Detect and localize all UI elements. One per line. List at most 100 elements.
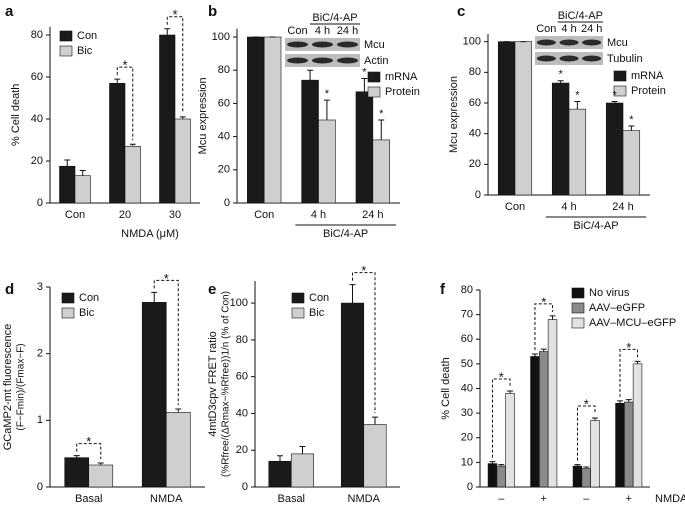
- bar: [75, 176, 91, 203]
- bar: [60, 166, 76, 203]
- error-bar: [532, 354, 538, 356]
- y-tick-label: 100: [463, 36, 481, 48]
- significance: *: [626, 340, 631, 355]
- y-tick-label: 1: [37, 414, 43, 426]
- bar: [624, 402, 633, 487]
- error-bar: [361, 79, 367, 92]
- error-bar: [372, 417, 378, 424]
- blot-band: [337, 42, 358, 48]
- error-bar: [175, 409, 181, 412]
- y-tick-label: 60: [218, 97, 230, 109]
- y-tick-label: 60: [236, 371, 248, 383]
- legend-swatch: [60, 46, 72, 56]
- significance: *: [584, 396, 589, 411]
- legend-label: mRNA: [631, 70, 664, 82]
- error-bar: [507, 391, 513, 393]
- y-tick-label: 80: [236, 334, 248, 346]
- y-axis-label: % Cell death: [10, 84, 22, 146]
- blot-band: [312, 58, 333, 64]
- legend-swatch: [572, 303, 584, 313]
- x-tick-label: NMDA: [150, 493, 183, 505]
- bar: [623, 131, 640, 195]
- bar: [89, 465, 113, 487]
- blot-band: [582, 40, 601, 46]
- error-bar: [64, 160, 70, 166]
- y-tick-label: 20: [31, 155, 43, 167]
- x-axis-label: NMDA: [655, 493, 685, 505]
- error-bar: [350, 285, 356, 303]
- x-tick-label: Con: [505, 201, 525, 213]
- blot-band: [559, 40, 578, 46]
- error-bar: [114, 79, 120, 83]
- significance: *: [361, 263, 366, 278]
- bar: [515, 42, 532, 195]
- bar: [552, 83, 569, 195]
- x-tick-label: 4 h: [561, 201, 576, 213]
- panel-label: d: [5, 281, 14, 298]
- bar: [110, 83, 126, 203]
- y-tick-label: 60: [31, 71, 43, 83]
- error-bar: [164, 29, 170, 35]
- panel-label: e: [208, 281, 216, 298]
- y-tick-label: 40: [236, 407, 248, 419]
- x-tick-label: 24 h: [362, 209, 383, 221]
- error-bar: [130, 144, 136, 146]
- y-tick-label: 0: [475, 189, 481, 201]
- legend-label: Bic: [309, 307, 325, 319]
- y-tick-label: 80: [461, 284, 473, 296]
- x-tick-label: +: [626, 493, 632, 505]
- bar: [582, 469, 591, 487]
- error-bar: [378, 120, 384, 140]
- y-tick-label: 100: [212, 31, 230, 43]
- x-tick-label: Con: [65, 209, 85, 221]
- y-axis-label: Mcu expression: [448, 76, 460, 153]
- y-tick-label: 100: [230, 297, 248, 309]
- significance: *: [575, 89, 580, 101]
- error-bar: [324, 100, 330, 120]
- bar: [606, 103, 623, 195]
- y-tick-label: 20: [236, 444, 248, 456]
- x-axis-label: BiC/4-AP: [323, 228, 368, 240]
- bar: [364, 424, 386, 487]
- bar: [269, 461, 291, 487]
- y-axis-label: GCaMP2-mt fluorescence: [2, 324, 14, 451]
- bar: [341, 303, 363, 487]
- blot-lane: Con: [287, 25, 307, 37]
- y-tick-label: 40: [469, 128, 481, 140]
- y-tick-label: 20: [461, 432, 473, 444]
- y-tick-label: 30: [461, 407, 473, 419]
- error-bar: [626, 400, 632, 402]
- legend-swatch: [62, 293, 74, 303]
- significance: *: [86, 434, 91, 449]
- x-tick-label: Con: [254, 209, 274, 221]
- bar: [548, 320, 557, 487]
- y-axis-label: (%Rfree/(ΔRmax−%Rfree))1/n (% of Con): [221, 291, 232, 477]
- blot-lane: 4 h: [315, 25, 330, 37]
- error-bar: [558, 81, 564, 83]
- x-tick-label: –: [583, 493, 590, 505]
- bar: [302, 80, 319, 203]
- bar: [319, 120, 336, 203]
- y-tick-label: 50: [461, 358, 473, 370]
- y-tick-label: 80: [218, 64, 230, 76]
- bar: [142, 302, 166, 487]
- error-bar: [628, 126, 634, 131]
- bar: [616, 403, 625, 487]
- error-bar: [541, 349, 547, 351]
- y-tick-label: 80: [31, 29, 43, 41]
- legend-label: Bic: [79, 307, 95, 319]
- legend-label: Protein: [385, 86, 420, 98]
- bar: [569, 109, 586, 195]
- legend-swatch: [368, 72, 380, 82]
- blot-band: [559, 56, 578, 62]
- y-tick-label: 2: [37, 348, 43, 360]
- bar: [373, 140, 390, 203]
- blot-row-label: Mcu: [607, 37, 628, 49]
- x-axis-label: NMDA (μM): [121, 228, 179, 240]
- blot-row-label: Tubulin: [607, 53, 643, 65]
- y-axis-label: 4mtD3cpv FRET ratio: [207, 331, 219, 437]
- bar: [497, 466, 506, 487]
- y-tick-label: 40: [218, 131, 230, 143]
- error-bar: [151, 292, 157, 302]
